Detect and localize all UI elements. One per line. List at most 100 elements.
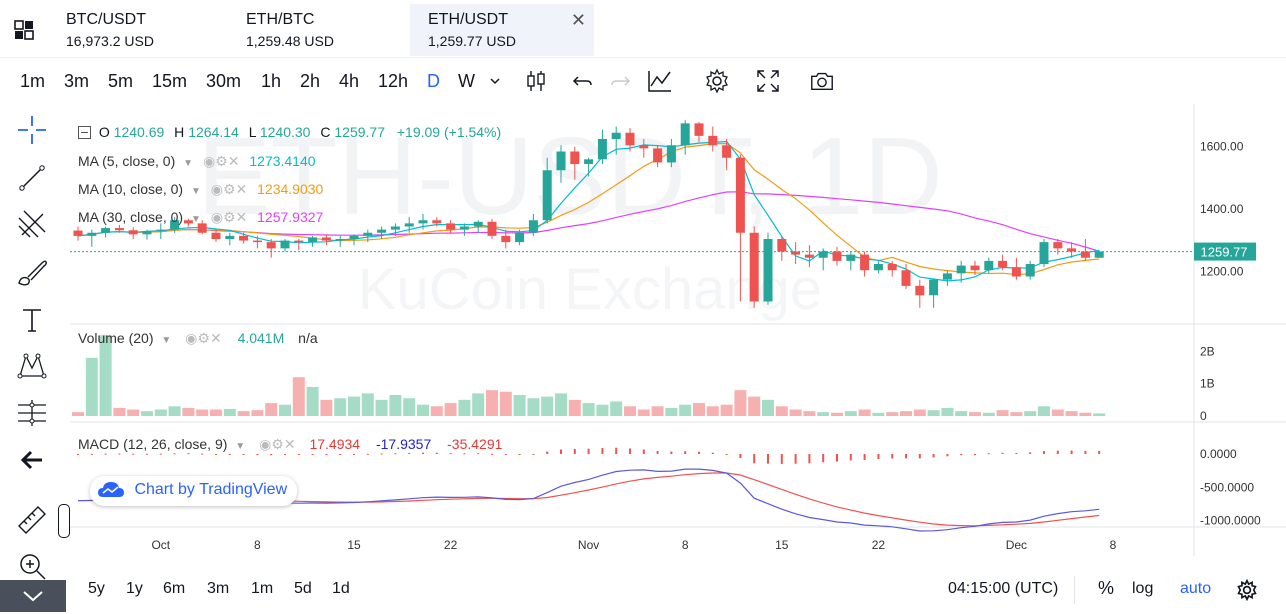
candle-body bbox=[639, 145, 649, 149]
volume-bar bbox=[775, 406, 788, 416]
volume-controls[interactable]: ◉⚙✕ bbox=[185, 330, 222, 346]
volume-bar bbox=[886, 412, 899, 416]
macd-histogram-bar bbox=[849, 454, 852, 461]
text-icon[interactable] bbox=[16, 304, 48, 336]
gear-icon[interactable] bbox=[1236, 579, 1258, 601]
ruler-icon[interactable] bbox=[16, 504, 48, 536]
macd-label: MACD (12, 26, close, 9) bbox=[78, 436, 228, 452]
timeframe-d[interactable]: D bbox=[427, 71, 440, 91]
timeframe-2h[interactable]: 2h bbox=[300, 71, 321, 91]
panel-toggle-handle[interactable] bbox=[58, 504, 70, 538]
volume-bar bbox=[941, 407, 954, 416]
collapse-legend-icon[interactable] bbox=[78, 126, 91, 139]
macd-histogram-bar bbox=[587, 448, 590, 454]
volume-legend[interactable]: Volume (20) ▼ ◉⚙✕ 4.041M n/a bbox=[78, 330, 318, 346]
tab-btc-usdt[interactable]: BTC/USDT 16,973.2 USD bbox=[48, 4, 228, 56]
volume-bar bbox=[444, 403, 457, 416]
ma5-legend[interactable]: MA (5, close, 0) ▼ ◉⚙✕ 1273.4140 bbox=[78, 153, 316, 169]
range-1y[interactable]: 1y bbox=[126, 580, 143, 597]
brush-icon[interactable] bbox=[16, 256, 48, 288]
watermark-exchange: KuCoin Exchange bbox=[358, 257, 822, 322]
candle-body bbox=[349, 235, 359, 239]
macd-legend[interactable]: MACD (12, 26, close, 9) ▼ ◉⚙✕ 17.4934 -1… bbox=[78, 436, 503, 452]
range-1d[interactable]: 1d bbox=[332, 580, 350, 597]
chart-canvas[interactable]: ETH-USDT, 1D KuCoin Exchange 1600.00 1400… bbox=[70, 104, 1286, 556]
fullscreen-icon[interactable] bbox=[755, 68, 781, 94]
tab-eth-btc[interactable]: ETH/BTC 1,259.48 USD bbox=[228, 4, 410, 56]
macd-histogram-bar bbox=[435, 452, 438, 454]
ohlc-high-label: H bbox=[174, 124, 185, 140]
macd-histogram-bar bbox=[394, 453, 397, 455]
camera-icon[interactable] bbox=[809, 68, 835, 94]
macd-histogram-bar bbox=[1098, 450, 1101, 454]
indicators-icon[interactable] bbox=[647, 68, 673, 94]
timeframe-5m[interactable]: 5m bbox=[108, 71, 134, 91]
macd-histogram-bar bbox=[339, 454, 342, 455]
arrow-left-icon[interactable] bbox=[16, 444, 48, 476]
macd-histogram-bar bbox=[601, 448, 604, 454]
volume-bar bbox=[831, 412, 843, 416]
timeframe-3m[interactable]: 3m bbox=[64, 71, 90, 91]
prediction-icon[interactable] bbox=[16, 396, 48, 428]
macd-histogram-bar bbox=[1015, 452, 1018, 454]
tradingview-badge[interactable]: Chart by TradingView bbox=[90, 476, 298, 506]
ma30-controls[interactable]: ◉⚙✕ bbox=[210, 209, 248, 225]
gear-icon[interactable] bbox=[704, 68, 730, 94]
timeframe-1h[interactable]: 1h bbox=[261, 71, 282, 91]
layout-grid-icon[interactable] bbox=[12, 18, 36, 42]
close-icon[interactable]: ✕ bbox=[570, 10, 586, 30]
collapse-toolbar-button[interactable] bbox=[0, 580, 66, 612]
timeframe-15m[interactable]: 15m bbox=[152, 71, 188, 91]
range-6m[interactable]: 6m bbox=[163, 580, 186, 597]
candle-body bbox=[791, 251, 801, 255]
range-1m[interactable]: 1m bbox=[251, 580, 274, 597]
volume-bar bbox=[555, 393, 567, 416]
ohlc-high: 1264.14 bbox=[188, 124, 239, 140]
macd-histogram-bar bbox=[1043, 451, 1045, 454]
volume-bar bbox=[210, 409, 222, 416]
candlestick-icon[interactable] bbox=[523, 68, 549, 94]
auto-scale-toggle[interactable]: auto bbox=[1180, 580, 1212, 597]
pattern-icon[interactable] bbox=[16, 350, 48, 382]
pitchfork-icon[interactable] bbox=[16, 208, 48, 240]
ma5-controls[interactable]: ◉⚙✕ bbox=[202, 153, 240, 169]
redo-icon[interactable] bbox=[607, 68, 633, 94]
timeframe-1m[interactable]: 1m bbox=[20, 71, 46, 91]
range-5y[interactable]: 5y bbox=[88, 580, 105, 597]
ma10-legend[interactable]: MA (10, close, 0) ▼ ◉⚙✕ 1234.9030 bbox=[78, 181, 324, 197]
macd-controls[interactable]: ◉⚙✕ bbox=[259, 436, 296, 452]
utc-clock[interactable]: 04:15:00 (UTC) bbox=[948, 580, 1059, 597]
ma10-line bbox=[77, 142, 1100, 276]
crosshair-icon[interactable] bbox=[16, 114, 48, 146]
timeframe-30m[interactable]: 30m bbox=[206, 71, 242, 91]
time-axis-label: Oct bbox=[151, 538, 170, 552]
log-scale-toggle[interactable]: log bbox=[1132, 580, 1154, 597]
undo-icon[interactable] bbox=[570, 68, 596, 94]
tab-price: 1,259.48 USD bbox=[246, 33, 334, 49]
candle-body bbox=[1067, 248, 1077, 252]
chart-area[interactable]: ETH-USDT, 1D KuCoin Exchange 1600.00 1400… bbox=[70, 104, 1286, 556]
volume-bar bbox=[141, 411, 153, 416]
volume-bar bbox=[1038, 406, 1050, 416]
chevron-down-icon[interactable] bbox=[486, 72, 504, 90]
trend-line-icon[interactable] bbox=[16, 162, 48, 194]
timeframe-12h[interactable]: 12h bbox=[378, 71, 409, 91]
range-5d[interactable]: 5d bbox=[294, 580, 312, 597]
volume-bar bbox=[665, 407, 678, 416]
ma10-controls[interactable]: ◉⚙✕ bbox=[210, 181, 248, 197]
timeframe-4h[interactable]: 4h bbox=[339, 71, 360, 91]
watermark-symbol: ETH-USDT, 1D bbox=[197, 115, 943, 238]
percent-scale-toggle[interactable]: % bbox=[1098, 578, 1115, 598]
zoom-in-icon[interactable] bbox=[16, 550, 48, 582]
time-axis-label: 8 bbox=[254, 538, 261, 552]
candle-body bbox=[1053, 242, 1063, 249]
macd-histogram-bar bbox=[642, 449, 645, 454]
range-3m[interactable]: 3m bbox=[207, 580, 230, 597]
macd-histogram-bar bbox=[836, 454, 838, 462]
macd-axis-label: 0.0000 bbox=[1200, 447, 1237, 461]
timeframe-w[interactable]: W bbox=[458, 71, 475, 91]
candle-body bbox=[1080, 251, 1090, 258]
tab-eth-usdt[interactable]: ETH/USDT 1,259.77 USD ✕ bbox=[410, 4, 594, 56]
ma30-legend[interactable]: MA (30, close, 0) ▼ ◉⚙✕ 1257.9327 bbox=[78, 209, 324, 225]
